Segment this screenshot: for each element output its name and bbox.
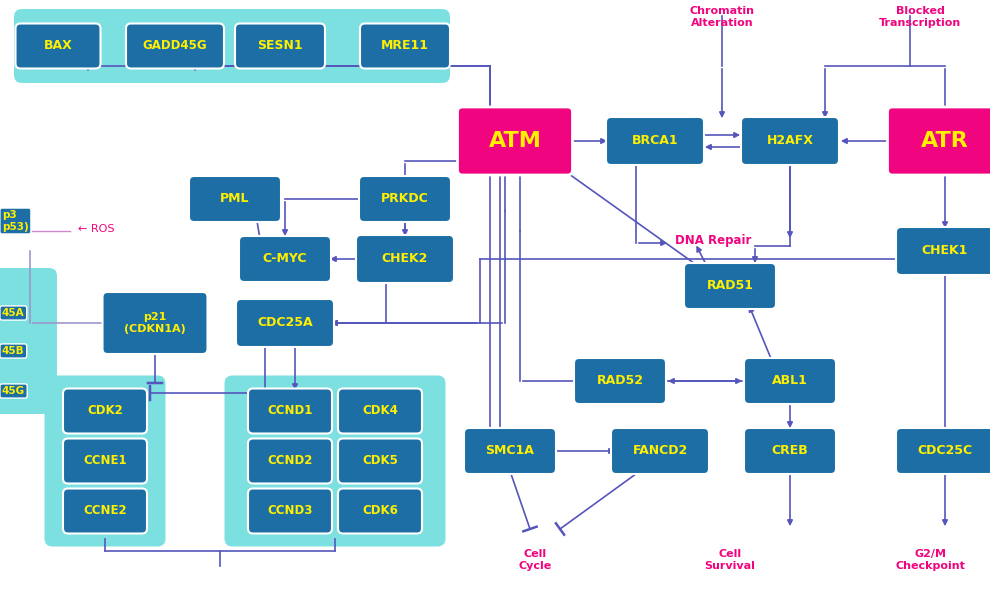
- Text: CCNE1: CCNE1: [83, 454, 127, 468]
- FancyBboxPatch shape: [248, 439, 332, 483]
- Text: CDK4: CDK4: [362, 404, 398, 418]
- FancyBboxPatch shape: [14, 9, 450, 83]
- Text: CCND2: CCND2: [267, 454, 313, 468]
- Text: RAD52: RAD52: [597, 374, 644, 388]
- Text: ATM: ATM: [488, 131, 542, 151]
- Text: 45A: 45A: [2, 308, 25, 318]
- Text: PRKDC: PRKDC: [381, 192, 429, 206]
- FancyBboxPatch shape: [45, 376, 165, 546]
- Text: BAX: BAX: [44, 40, 72, 52]
- FancyBboxPatch shape: [896, 428, 990, 474]
- Text: C-MYC: C-MYC: [262, 252, 307, 266]
- Text: CDC25A: CDC25A: [257, 317, 313, 329]
- Text: DNA Repair: DNA Repair: [675, 234, 751, 248]
- Text: ABL1: ABL1: [772, 374, 808, 388]
- FancyBboxPatch shape: [896, 227, 990, 275]
- FancyBboxPatch shape: [744, 358, 836, 404]
- Text: SESN1: SESN1: [257, 40, 303, 52]
- FancyBboxPatch shape: [103, 292, 208, 354]
- FancyBboxPatch shape: [611, 428, 709, 474]
- Text: Chromatin
Alteration: Chromatin Alteration: [689, 6, 754, 28]
- Text: PML: PML: [220, 192, 249, 206]
- FancyBboxPatch shape: [16, 23, 101, 69]
- FancyBboxPatch shape: [574, 358, 666, 404]
- FancyBboxPatch shape: [235, 23, 325, 69]
- Text: 45G: 45G: [2, 386, 25, 396]
- Text: FANCD2: FANCD2: [633, 445, 688, 457]
- FancyBboxPatch shape: [338, 489, 422, 534]
- FancyBboxPatch shape: [359, 176, 451, 222]
- Text: GADD45G: GADD45G: [143, 40, 207, 52]
- FancyBboxPatch shape: [248, 388, 332, 433]
- Text: SMC1A: SMC1A: [485, 445, 535, 457]
- Text: MRE11: MRE11: [381, 40, 429, 52]
- Text: CDK6: CDK6: [362, 504, 398, 517]
- FancyBboxPatch shape: [338, 388, 422, 433]
- Text: p3
p53): p3 p53): [2, 210, 29, 232]
- FancyBboxPatch shape: [248, 489, 332, 534]
- FancyBboxPatch shape: [338, 439, 422, 483]
- FancyBboxPatch shape: [63, 489, 147, 534]
- Text: RAD51: RAD51: [707, 279, 753, 293]
- FancyBboxPatch shape: [0, 268, 57, 414]
- Text: Blocked
Transcription: Blocked Transcription: [879, 6, 961, 28]
- FancyBboxPatch shape: [225, 376, 446, 546]
- Text: BRCA1: BRCA1: [632, 135, 678, 147]
- Text: ← ROS: ← ROS: [78, 224, 115, 234]
- Text: G2/M
Checkpoint: G2/M Checkpoint: [895, 549, 965, 570]
- FancyBboxPatch shape: [457, 107, 572, 175]
- Text: Cell
Cycle: Cell Cycle: [519, 549, 551, 570]
- FancyBboxPatch shape: [189, 176, 281, 222]
- FancyBboxPatch shape: [464, 428, 556, 474]
- Text: CDK2: CDK2: [87, 404, 123, 418]
- FancyBboxPatch shape: [887, 107, 990, 175]
- FancyBboxPatch shape: [744, 428, 836, 474]
- Text: CCND3: CCND3: [267, 504, 313, 517]
- Text: CDK5: CDK5: [362, 454, 398, 468]
- Text: CCND1: CCND1: [267, 404, 313, 418]
- Text: CDC25C: CDC25C: [918, 445, 972, 457]
- Text: H2AFX: H2AFX: [766, 135, 814, 147]
- Text: CCNE2: CCNE2: [83, 504, 127, 517]
- FancyBboxPatch shape: [684, 263, 776, 309]
- FancyBboxPatch shape: [63, 388, 147, 433]
- Text: p21
(CDKN1A): p21 (CDKN1A): [124, 313, 186, 334]
- Text: CHEK2: CHEK2: [382, 252, 429, 266]
- FancyBboxPatch shape: [360, 23, 450, 69]
- FancyBboxPatch shape: [63, 439, 147, 483]
- Text: ATR: ATR: [921, 131, 969, 151]
- Text: CHEK1: CHEK1: [922, 245, 968, 257]
- FancyBboxPatch shape: [126, 23, 224, 69]
- Text: CREB: CREB: [771, 445, 809, 457]
- Text: Cell
Survival: Cell Survival: [705, 549, 755, 570]
- FancyBboxPatch shape: [741, 117, 839, 165]
- FancyBboxPatch shape: [239, 236, 331, 282]
- Text: 45B: 45B: [2, 346, 25, 356]
- FancyBboxPatch shape: [356, 235, 454, 283]
- FancyBboxPatch shape: [236, 299, 334, 347]
- FancyBboxPatch shape: [606, 117, 704, 165]
